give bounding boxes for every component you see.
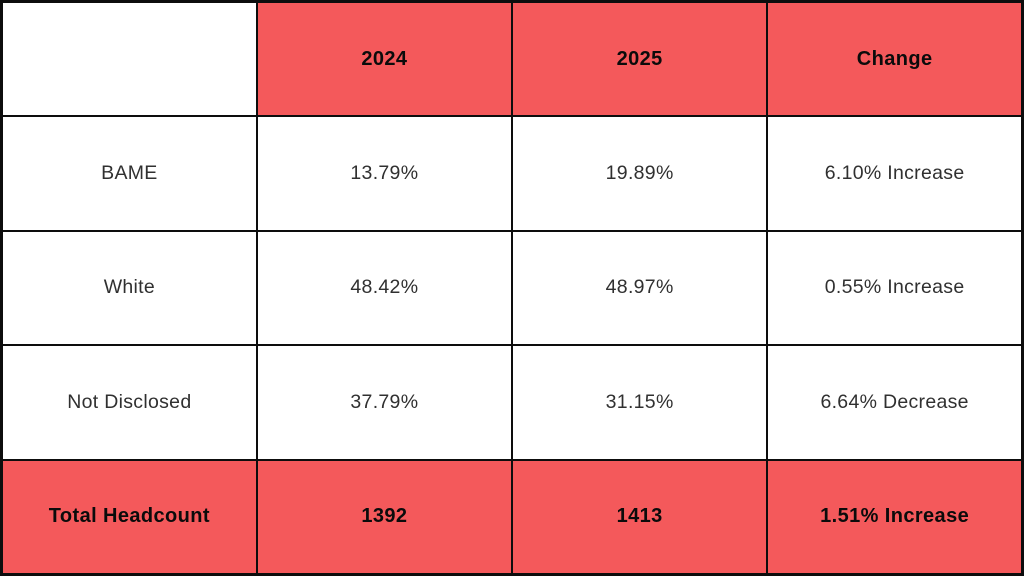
row-label-not-disclosed: Not Disclosed [0, 344, 258, 461]
table-row-not-disclosed: Not Disclosed 37.79% 31.15% 6.64% Decrea… [0, 344, 1024, 461]
table-footer-row: Total Headcount 1392 1413 1.51% Increase [0, 458, 1024, 576]
bame-2025-value: 19.89% [510, 115, 769, 232]
table-header-row: 2024 2025 Change [0, 0, 1024, 118]
header-cell-change: Change [766, 0, 1024, 118]
bame-change-value: 6.10% Increase [766, 115, 1024, 232]
white-2025-value: 48.97% [510, 229, 769, 347]
total-headcount-2024-value: 1392 [255, 458, 514, 576]
header-cell-empty [0, 0, 258, 118]
table-row-bame: BAME 13.79% 19.89% 6.10% Increase [0, 115, 1024, 232]
not-disclosed-2025-value: 31.15% [510, 344, 769, 461]
header-cell-2024: 2024 [255, 0, 514, 118]
total-headcount-2025-value: 1413 [510, 458, 769, 576]
white-change-value: 0.55% Increase [766, 229, 1024, 347]
footer-label-total-headcount: Total Headcount [0, 458, 258, 576]
bame-2024-value: 13.79% [255, 115, 514, 232]
not-disclosed-change-value: 6.64% Decrease [766, 344, 1024, 461]
table-row-white: White 48.42% 48.97% 0.55% Increase [0, 229, 1024, 347]
not-disclosed-2024-value: 37.79% [255, 344, 514, 461]
header-cell-2025: 2025 [510, 0, 769, 118]
total-headcount-change-value: 1.51% Increase [766, 458, 1024, 576]
row-label-white: White [0, 229, 258, 347]
row-label-bame: BAME [0, 115, 258, 232]
white-2024-value: 48.42% [255, 229, 514, 347]
